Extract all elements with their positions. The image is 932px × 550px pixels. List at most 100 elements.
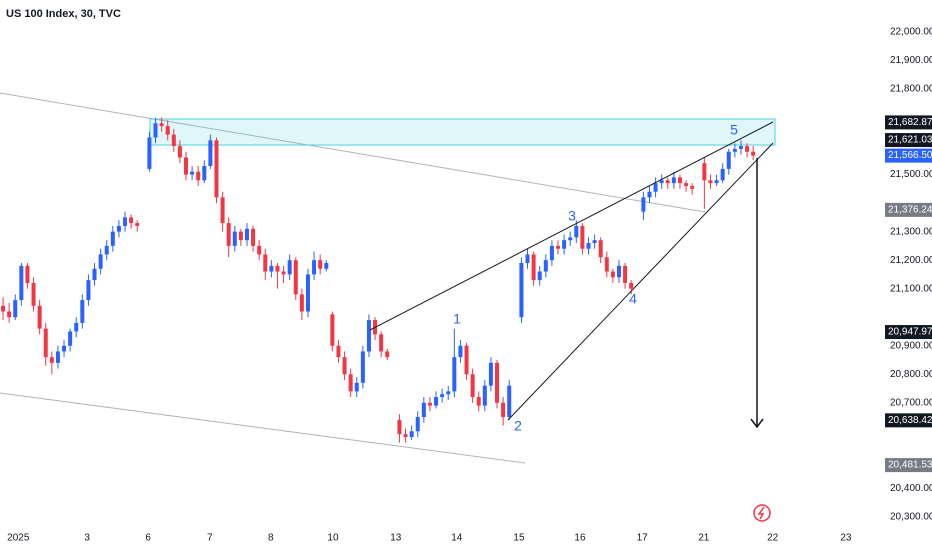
candle-body <box>202 166 207 181</box>
x-tick-label: 22 <box>767 533 779 544</box>
x-tick-label: 10 <box>327 533 339 544</box>
x-tick-label: 2025 <box>7 533 30 544</box>
candle-body <box>318 260 323 269</box>
candle-body <box>208 140 213 167</box>
candle-body <box>25 265 30 283</box>
y-tick-label: 21,800.00 <box>890 84 932 95</box>
candle-body <box>379 334 384 352</box>
candle-body <box>397 419 402 435</box>
trend-line <box>507 142 774 421</box>
candle-body <box>482 385 487 406</box>
candle-body <box>592 240 597 244</box>
candle-body <box>562 240 567 249</box>
channel-line <box>0 92 706 213</box>
y-tick-label: 21,300.00 <box>890 226 932 237</box>
candle-body <box>403 434 408 438</box>
candle-body <box>726 151 731 169</box>
channel-line <box>0 392 526 464</box>
x-tick-label: 13 <box>390 533 402 544</box>
candle-body <box>244 228 249 241</box>
candle-body <box>452 357 457 392</box>
candle-body <box>385 351 390 358</box>
candle-body <box>476 397 481 406</box>
y-tick-label: 20,900.00 <box>890 340 932 351</box>
candle-body <box>312 260 317 275</box>
candle-body <box>68 331 73 346</box>
candle-body <box>190 171 195 175</box>
candle-body <box>580 225 585 249</box>
candles <box>1 117 756 443</box>
candle-body <box>653 183 658 192</box>
candle-body <box>623 265 628 283</box>
candle-body <box>13 300 18 318</box>
candle-body <box>470 374 475 398</box>
candle-body <box>434 397 439 406</box>
y-tick-label: 21,500.00 <box>890 169 932 180</box>
candle-body <box>354 382 359 392</box>
candle-body <box>525 254 530 264</box>
candle-body <box>671 177 676 184</box>
candle-body <box>684 183 689 186</box>
candle-body <box>165 126 170 135</box>
candle-body <box>427 402 432 406</box>
candle-body <box>336 345 341 358</box>
candle-body <box>257 245 262 255</box>
candle-body <box>458 345 463 358</box>
candle-body <box>177 146 182 158</box>
candle-body <box>226 223 231 246</box>
candle-body <box>677 177 682 184</box>
candle-body <box>659 180 664 184</box>
resistance-zone <box>149 118 776 146</box>
candle-body <box>586 243 591 249</box>
price-marker <box>885 115 932 130</box>
candle-body <box>440 394 445 398</box>
wave-label: 3 <box>568 208 576 224</box>
candle-body <box>31 282 36 306</box>
candle-body <box>629 282 634 289</box>
candle-body <box>7 311 12 318</box>
candle-body <box>232 231 237 246</box>
y-tick-label: 22,000.00 <box>890 27 932 38</box>
candle-body <box>732 148 737 152</box>
candle-body <box>1 305 6 312</box>
candle-body <box>293 260 298 295</box>
candle-body <box>738 146 743 149</box>
candle-body <box>305 274 310 312</box>
x-tick-label: 17 <box>637 533 649 544</box>
candle-body <box>604 257 609 272</box>
x-tick-label: 21 <box>698 533 710 544</box>
candle-body <box>598 240 603 258</box>
x-tick-label: 3 <box>84 533 90 544</box>
candle-body <box>153 123 158 138</box>
y-tick-label: 20,800.00 <box>890 369 932 380</box>
candle-body <box>74 322 79 332</box>
x-tick-label: 6 <box>145 533 151 544</box>
y-tick-label: 21,200.00 <box>890 255 932 266</box>
candle-body <box>123 217 128 226</box>
candle-body <box>49 357 54 363</box>
candle-body <box>495 362 500 403</box>
candle-body <box>19 265 24 301</box>
x-tick-label: 7 <box>207 533 213 544</box>
price-marker-label: 21,566.50 <box>888 150 932 161</box>
candle-body <box>690 185 695 189</box>
candle-body <box>507 385 512 418</box>
wave-label: 5 <box>730 122 738 138</box>
logo <box>753 504 771 522</box>
candle-body <box>135 223 140 226</box>
candle-body <box>159 123 164 127</box>
price-marker-label: 21,376.24 <box>888 205 932 216</box>
wave-label: 2 <box>514 418 522 434</box>
candle-body <box>251 228 256 246</box>
candle-body <box>616 265 621 278</box>
price-marker <box>885 202 932 217</box>
candle-body <box>702 163 707 181</box>
candle-body <box>360 351 365 383</box>
x-tick-label: 8 <box>268 533 274 544</box>
price-marker-label: 20,947.97 <box>888 327 932 338</box>
y-tick-label: 20,300.00 <box>890 512 932 523</box>
candle-body <box>488 362 493 386</box>
candle-body <box>415 417 420 432</box>
price-marker-label: 20,481.53 <box>888 460 932 471</box>
trend-line <box>369 121 774 331</box>
